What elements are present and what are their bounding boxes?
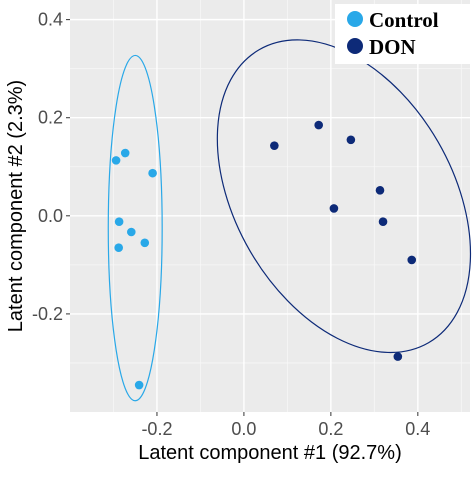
point-control (114, 243, 123, 252)
legend-marker-control (347, 11, 363, 27)
point-don (346, 135, 356, 145)
point-control (127, 227, 136, 237)
point-control (140, 238, 150, 248)
point-don (378, 217, 388, 226)
y-tick-label: 0.4 (38, 10, 63, 30)
legend: Control DON (335, 4, 470, 64)
legend-label-control: Control (369, 8, 439, 32)
x-axis-ticks: -0.2 0.0 0.2 0.4 (141, 412, 430, 439)
x-axis-title: Latent component #1 (92.7%) (138, 442, 402, 464)
y-tick-label: -0.2 (32, 304, 63, 324)
y-axis-ticks: -0.2 0.0 0.2 0.4 (32, 10, 70, 324)
ellipse-control (107, 54, 163, 402)
x-tick-label: -0.2 (141, 419, 172, 439)
point-don (375, 186, 385, 195)
point-don (314, 120, 323, 130)
data-points (111, 120, 417, 390)
point-don (270, 141, 279, 150)
y-tick-label: 0.0 (38, 206, 63, 226)
x-tick-label: 0.2 (318, 419, 343, 439)
point-control (134, 380, 144, 390)
point-don (329, 204, 339, 213)
confidence-ellipses (107, 39, 472, 402)
x-tick-label: 0.4 (405, 419, 430, 439)
x-tick-label: 0.0 (231, 419, 256, 439)
point-control (148, 168, 157, 178)
caption-strip (0, 470, 474, 484)
point-don (393, 352, 403, 361)
y-axis-title: Latent component #2 (2.3%) (5, 80, 27, 332)
y-tick-label: 0.2 (38, 108, 63, 128)
legend-label-don: DON (369, 35, 416, 59)
point-control (114, 217, 124, 226)
point-don (407, 255, 417, 265)
legend-marker-don (347, 38, 363, 54)
point-control (120, 148, 130, 158)
ellipse-don (216, 39, 472, 354)
point-control (111, 156, 121, 165)
